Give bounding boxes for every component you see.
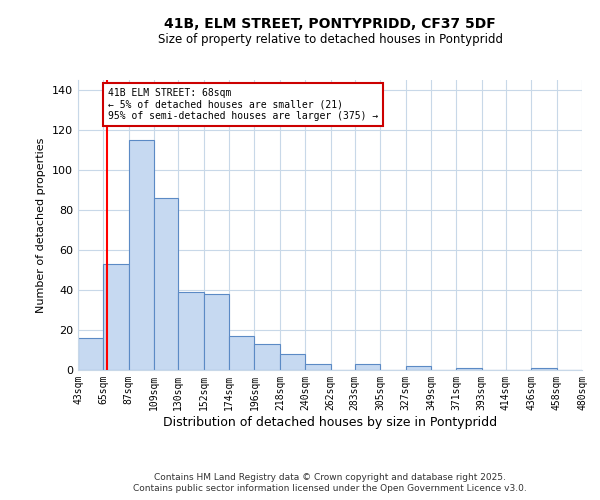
Bar bbox=[531, 368, 557, 370]
Bar bbox=[178, 292, 204, 370]
Bar bbox=[129, 140, 154, 370]
Bar bbox=[229, 336, 254, 370]
Bar bbox=[456, 368, 482, 370]
Bar bbox=[78, 338, 103, 370]
Bar bbox=[103, 264, 129, 370]
Text: Size of property relative to detached houses in Pontypridd: Size of property relative to detached ho… bbox=[157, 32, 503, 46]
Bar bbox=[154, 198, 178, 370]
Bar bbox=[355, 364, 380, 370]
X-axis label: Distribution of detached houses by size in Pontypridd: Distribution of detached houses by size … bbox=[163, 416, 497, 428]
Bar bbox=[305, 364, 331, 370]
Bar bbox=[254, 344, 280, 370]
Bar bbox=[280, 354, 305, 370]
Bar bbox=[204, 294, 229, 370]
Bar bbox=[406, 366, 431, 370]
Text: Contains HM Land Registry data © Crown copyright and database right 2025.: Contains HM Land Registry data © Crown c… bbox=[154, 472, 506, 482]
Text: 41B ELM STREET: 68sqm
← 5% of detached houses are smaller (21)
95% of semi-detac: 41B ELM STREET: 68sqm ← 5% of detached h… bbox=[108, 88, 378, 121]
Text: Contains public sector information licensed under the Open Government Licence v3: Contains public sector information licen… bbox=[133, 484, 527, 493]
Text: 41B, ELM STREET, PONTYPRIDD, CF37 5DF: 41B, ELM STREET, PONTYPRIDD, CF37 5DF bbox=[164, 18, 496, 32]
Y-axis label: Number of detached properties: Number of detached properties bbox=[37, 138, 46, 312]
